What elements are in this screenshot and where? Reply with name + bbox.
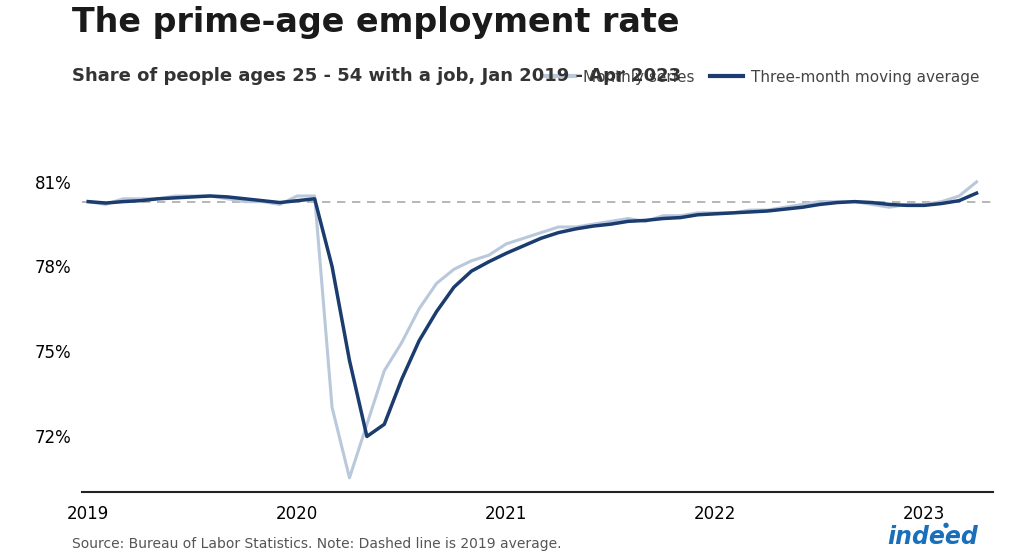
Text: indeed: indeed: [887, 525, 978, 549]
Text: ●: ●: [943, 522, 949, 528]
Legend: Monthly series, Three-month moving average: Monthly series, Three-month moving avera…: [536, 64, 986, 91]
Text: Source: Bureau of Labor Statistics. Note: Dashed line is 2019 average.: Source: Bureau of Labor Statistics. Note…: [72, 537, 561, 551]
Text: Share of people ages 25 - 54 with a job, Jan 2019 - Apr 2023: Share of people ages 25 - 54 with a job,…: [72, 67, 681, 85]
Text: The prime-age employment rate: The prime-age employment rate: [72, 6, 679, 39]
